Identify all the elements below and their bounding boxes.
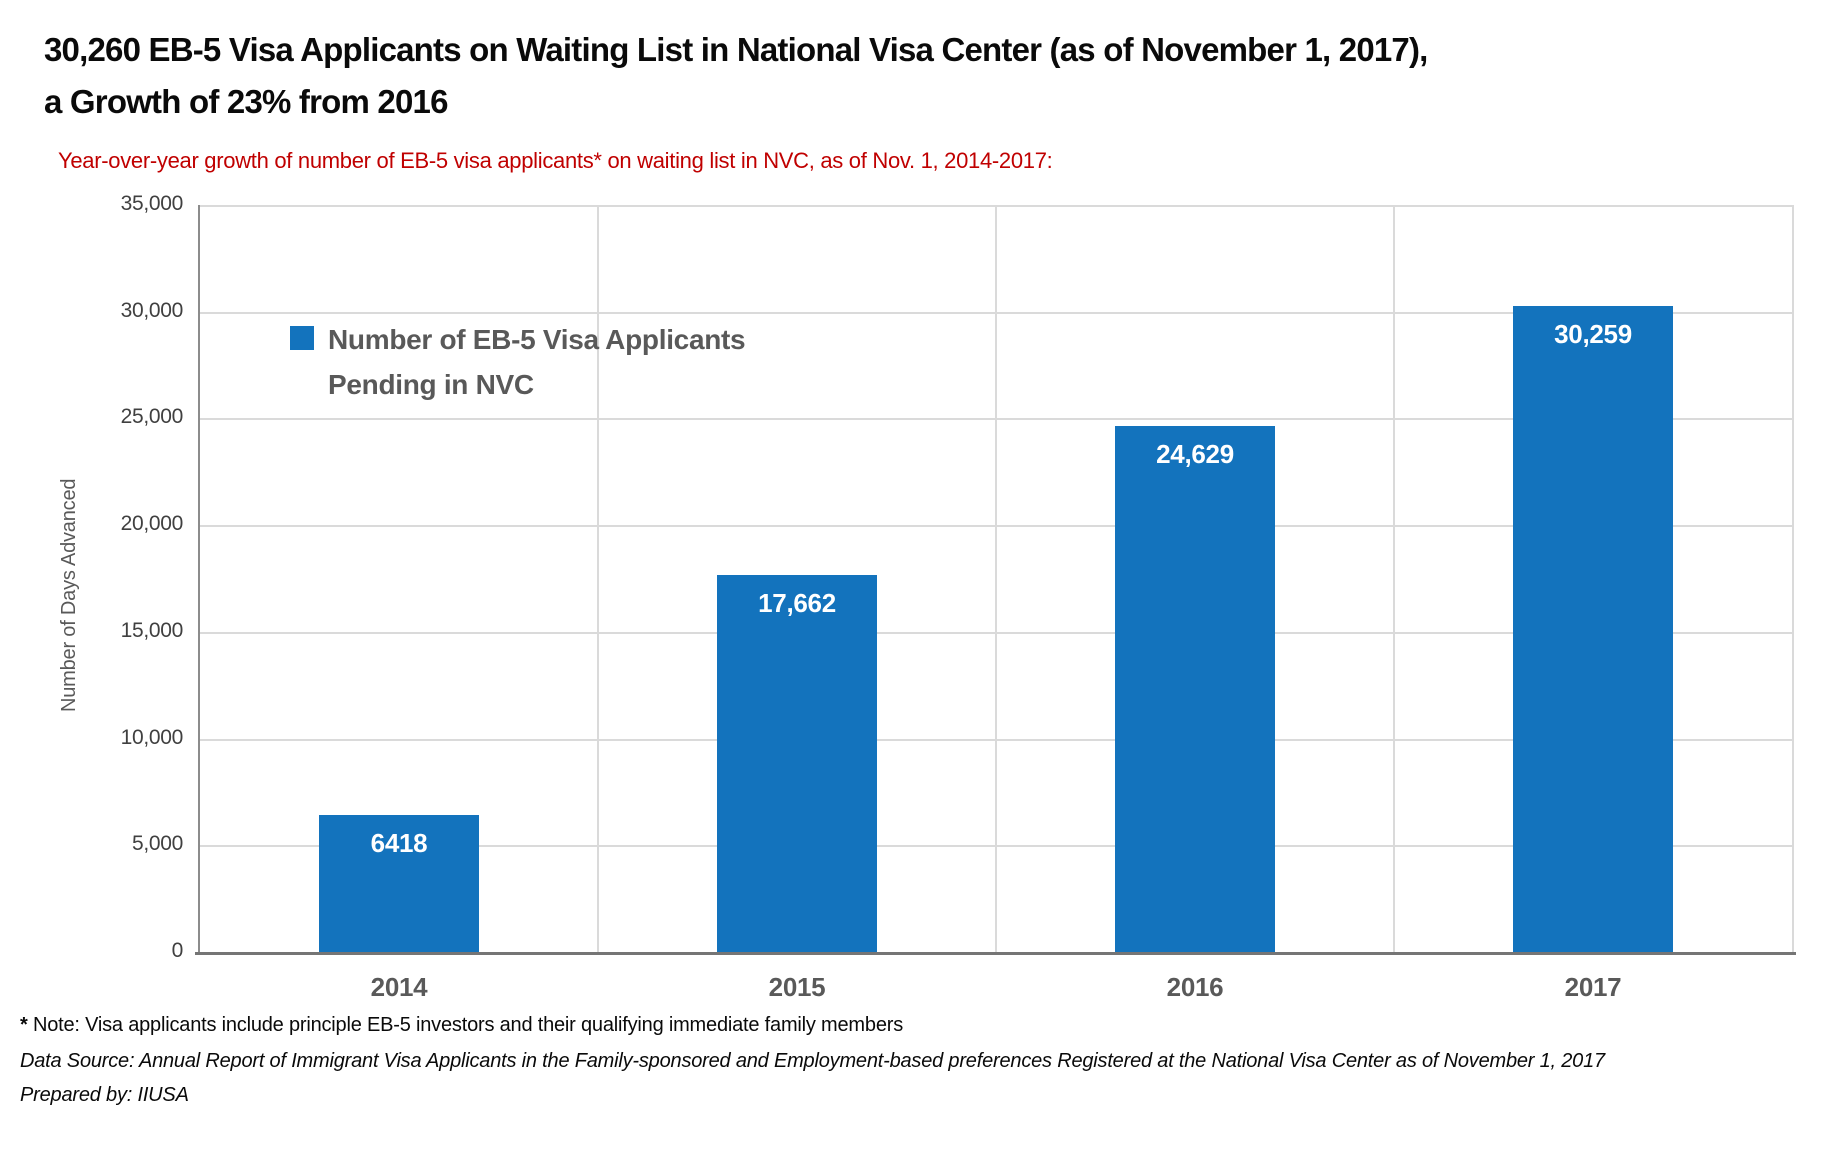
legend-label: Number of EB-5 Visa Applicants Pending i… <box>328 324 746 400</box>
footnote: * Note: Visa applicants include principl… <box>20 1014 903 1037</box>
chart-subtitle: Year-over-year growth of number of EB-5 … <box>58 148 1053 173</box>
plot-area: Number of EB-5 Visa Applicants Pending i… <box>200 205 1792 952</box>
bar-value-label-2016: 24,629 <box>1156 439 1234 470</box>
footnote-text: Note: Visa applicants include principle … <box>27 1014 903 1036</box>
bar-2017 <box>1513 306 1673 952</box>
prepared-by-line: Prepared by: IIUSA <box>20 1084 189 1106</box>
bar-2016 <box>1115 426 1275 952</box>
x-tick-2014: 2014 <box>370 972 428 1002</box>
bar-value-label-2015: 17,662 <box>758 588 836 619</box>
bar-value-label-2014: 6418 <box>370 828 428 859</box>
x-tick-2017: 2017 <box>1564 972 1622 1002</box>
x-tick-2015: 2015 <box>768 972 826 1002</box>
y-tick-0: 0 <box>171 939 184 962</box>
y-tick-25000: 25,000 <box>120 405 184 429</box>
gridline-vertical <box>1393 205 1395 952</box>
y-tick-35000: 35,000 <box>120 192 184 215</box>
x-axis-line <box>195 952 1796 955</box>
gridline-vertical <box>597 205 599 952</box>
gridline-vertical <box>995 205 997 952</box>
page-title: 30,260 EB-5 Visa Applicants on Waiting L… <box>44 31 1428 120</box>
y-tick-10000: 10,000 <box>120 725 184 749</box>
y-axis-line <box>198 205 200 955</box>
x-tick-2016: 2016 <box>1166 972 1224 1002</box>
y-tick-5000: 5,000 <box>131 832 183 856</box>
y-axis-title: Number of Days Advanced <box>58 478 80 712</box>
footnote-asterisk: * <box>20 1014 28 1036</box>
bar-2015 <box>717 575 877 952</box>
bar-2014 <box>319 815 479 952</box>
plot-right-border <box>1792 205 1794 952</box>
y-tick-30000: 30,000 <box>120 298 184 322</box>
y-tick-15000: 15,000 <box>120 618 184 642</box>
y-tick-20000: 20,000 <box>120 512 184 536</box>
bar-value-label-2017: 30,259 <box>1554 319 1632 350</box>
legend: Number of EB-5 Visa Applicants Pending i… <box>290 317 746 407</box>
legend-swatch-icon <box>290 326 314 350</box>
data-source-line: Data Source: Annual Report of Immigrant … <box>20 1050 1605 1072</box>
